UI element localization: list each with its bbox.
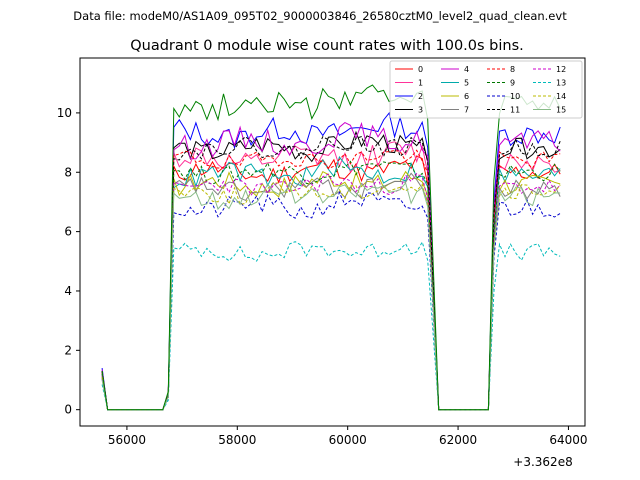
- chart-suptitle: Data file: modeM0/AS1A09_095T02_90000038…: [73, 9, 567, 23]
- legend-label-8: 8: [510, 65, 515, 74]
- y-tick-label: 0: [64, 403, 72, 417]
- x-tick-label: 60000: [329, 433, 367, 447]
- legend-label-2: 2: [418, 92, 423, 101]
- legend-box: [389, 60, 583, 119]
- x-tick-label: 62000: [439, 433, 477, 447]
- x-tick-label: 56000: [108, 433, 146, 447]
- series-line-1: [101, 141, 561, 411]
- legend-label-5: 5: [464, 79, 469, 88]
- series-line-15: [101, 181, 561, 411]
- x-tick-label: 58000: [218, 433, 256, 447]
- series-line-7: [101, 172, 561, 411]
- legend-label-1: 1: [418, 79, 423, 88]
- series-line-2: [101, 111, 561, 411]
- legend-label-14: 14: [556, 92, 566, 101]
- legend-label-12: 12: [556, 65, 566, 74]
- series-line-0: [101, 155, 561, 411]
- series-line-9: [101, 160, 561, 411]
- plot-frame: [79, 57, 586, 427]
- y-tick-label: 4: [64, 284, 72, 298]
- y-tick-label: 8: [64, 165, 72, 179]
- legend-label-0: 0: [418, 65, 423, 74]
- legend-label-7: 7: [464, 106, 469, 115]
- series-layer: [101, 84, 561, 411]
- legend-label-10: 10: [510, 92, 520, 101]
- chart-title: Quadrant 0 module wise count rates with …: [130, 38, 524, 54]
- legend-label-15: 15: [556, 106, 566, 115]
- y-tick-label: 10: [57, 106, 72, 120]
- legend-label-4: 4: [464, 65, 469, 74]
- series-line-11: [101, 135, 561, 411]
- legend-label-6: 6: [464, 92, 469, 101]
- series-line-8: [101, 149, 561, 411]
- series-line-5: [101, 155, 561, 411]
- legend-label-3: 3: [418, 106, 423, 115]
- x-offset-label: +3.362e8: [513, 455, 572, 469]
- y-tick-label: 6: [64, 225, 72, 239]
- legend-label-9: 9: [510, 79, 515, 88]
- legend-label-13: 13: [556, 79, 566, 88]
- x-tick-label: 64000: [549, 433, 587, 447]
- series-line-4: [101, 121, 561, 411]
- y-tick-label: 2: [64, 343, 72, 357]
- legend-label-11: 11: [510, 106, 520, 115]
- series-line-13: [101, 240, 561, 411]
- series-line-10: [101, 191, 561, 411]
- series-line-3: [101, 130, 561, 411]
- series-line-12: [101, 172, 561, 411]
- series-line-green: [101, 84, 561, 411]
- series-line-14: [101, 182, 561, 411]
- axes-layer: 56000 58000 60000 62000 64000 0 2 4 6 8 10: [57, 106, 588, 447]
